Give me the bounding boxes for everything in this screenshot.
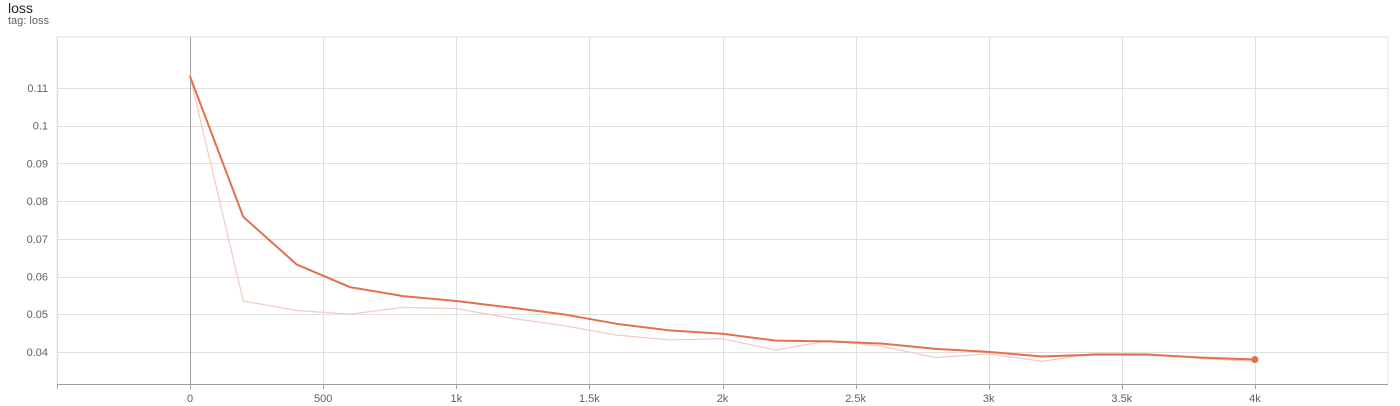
- series-line-smoothed: [189, 75, 1256, 361]
- grid: [56, 36, 1389, 384]
- series: [189, 75, 1259, 363]
- x-tick-label: 3k: [983, 393, 995, 405]
- y-tick-label: 0.11: [27, 83, 48, 95]
- y-tick-label: 0.04: [27, 347, 48, 359]
- y-tick-label: 0.06: [27, 272, 48, 284]
- y-tick-label: 0.1: [33, 121, 48, 133]
- tick-labels: 0 500 1k 1.5k 2k 2.5k 3k 3.5k 4k 0.04 0.05 0.06 0.07…: [27, 83, 1262, 405]
- chart-title: loss: [8, 0, 33, 16]
- y-tick-label: 0.08: [27, 196, 48, 208]
- x-tick-label: 1.5k: [579, 393, 600, 405]
- x-tick-label: 2k: [717, 393, 729, 405]
- x-tick-label: 500: [314, 393, 332, 405]
- series-line-raw: [189, 75, 1256, 362]
- y-tick-label: 0.05: [27, 309, 48, 321]
- series-end-marker: [1251, 355, 1259, 363]
- chart-tag: tag: loss: [8, 15, 49, 27]
- x-tick-label: 2.5k: [845, 393, 866, 405]
- axes: [57, 37, 1388, 389]
- y-tick-label: 0.07: [27, 234, 48, 246]
- x-tick-label: 3.5k: [1111, 393, 1132, 405]
- y-tick-label: 0.09: [27, 158, 48, 170]
- x-tick-label: 4k: [1249, 393, 1261, 405]
- x-tick-label: 1k: [450, 393, 462, 405]
- x-tick-label: 0: [187, 393, 193, 405]
